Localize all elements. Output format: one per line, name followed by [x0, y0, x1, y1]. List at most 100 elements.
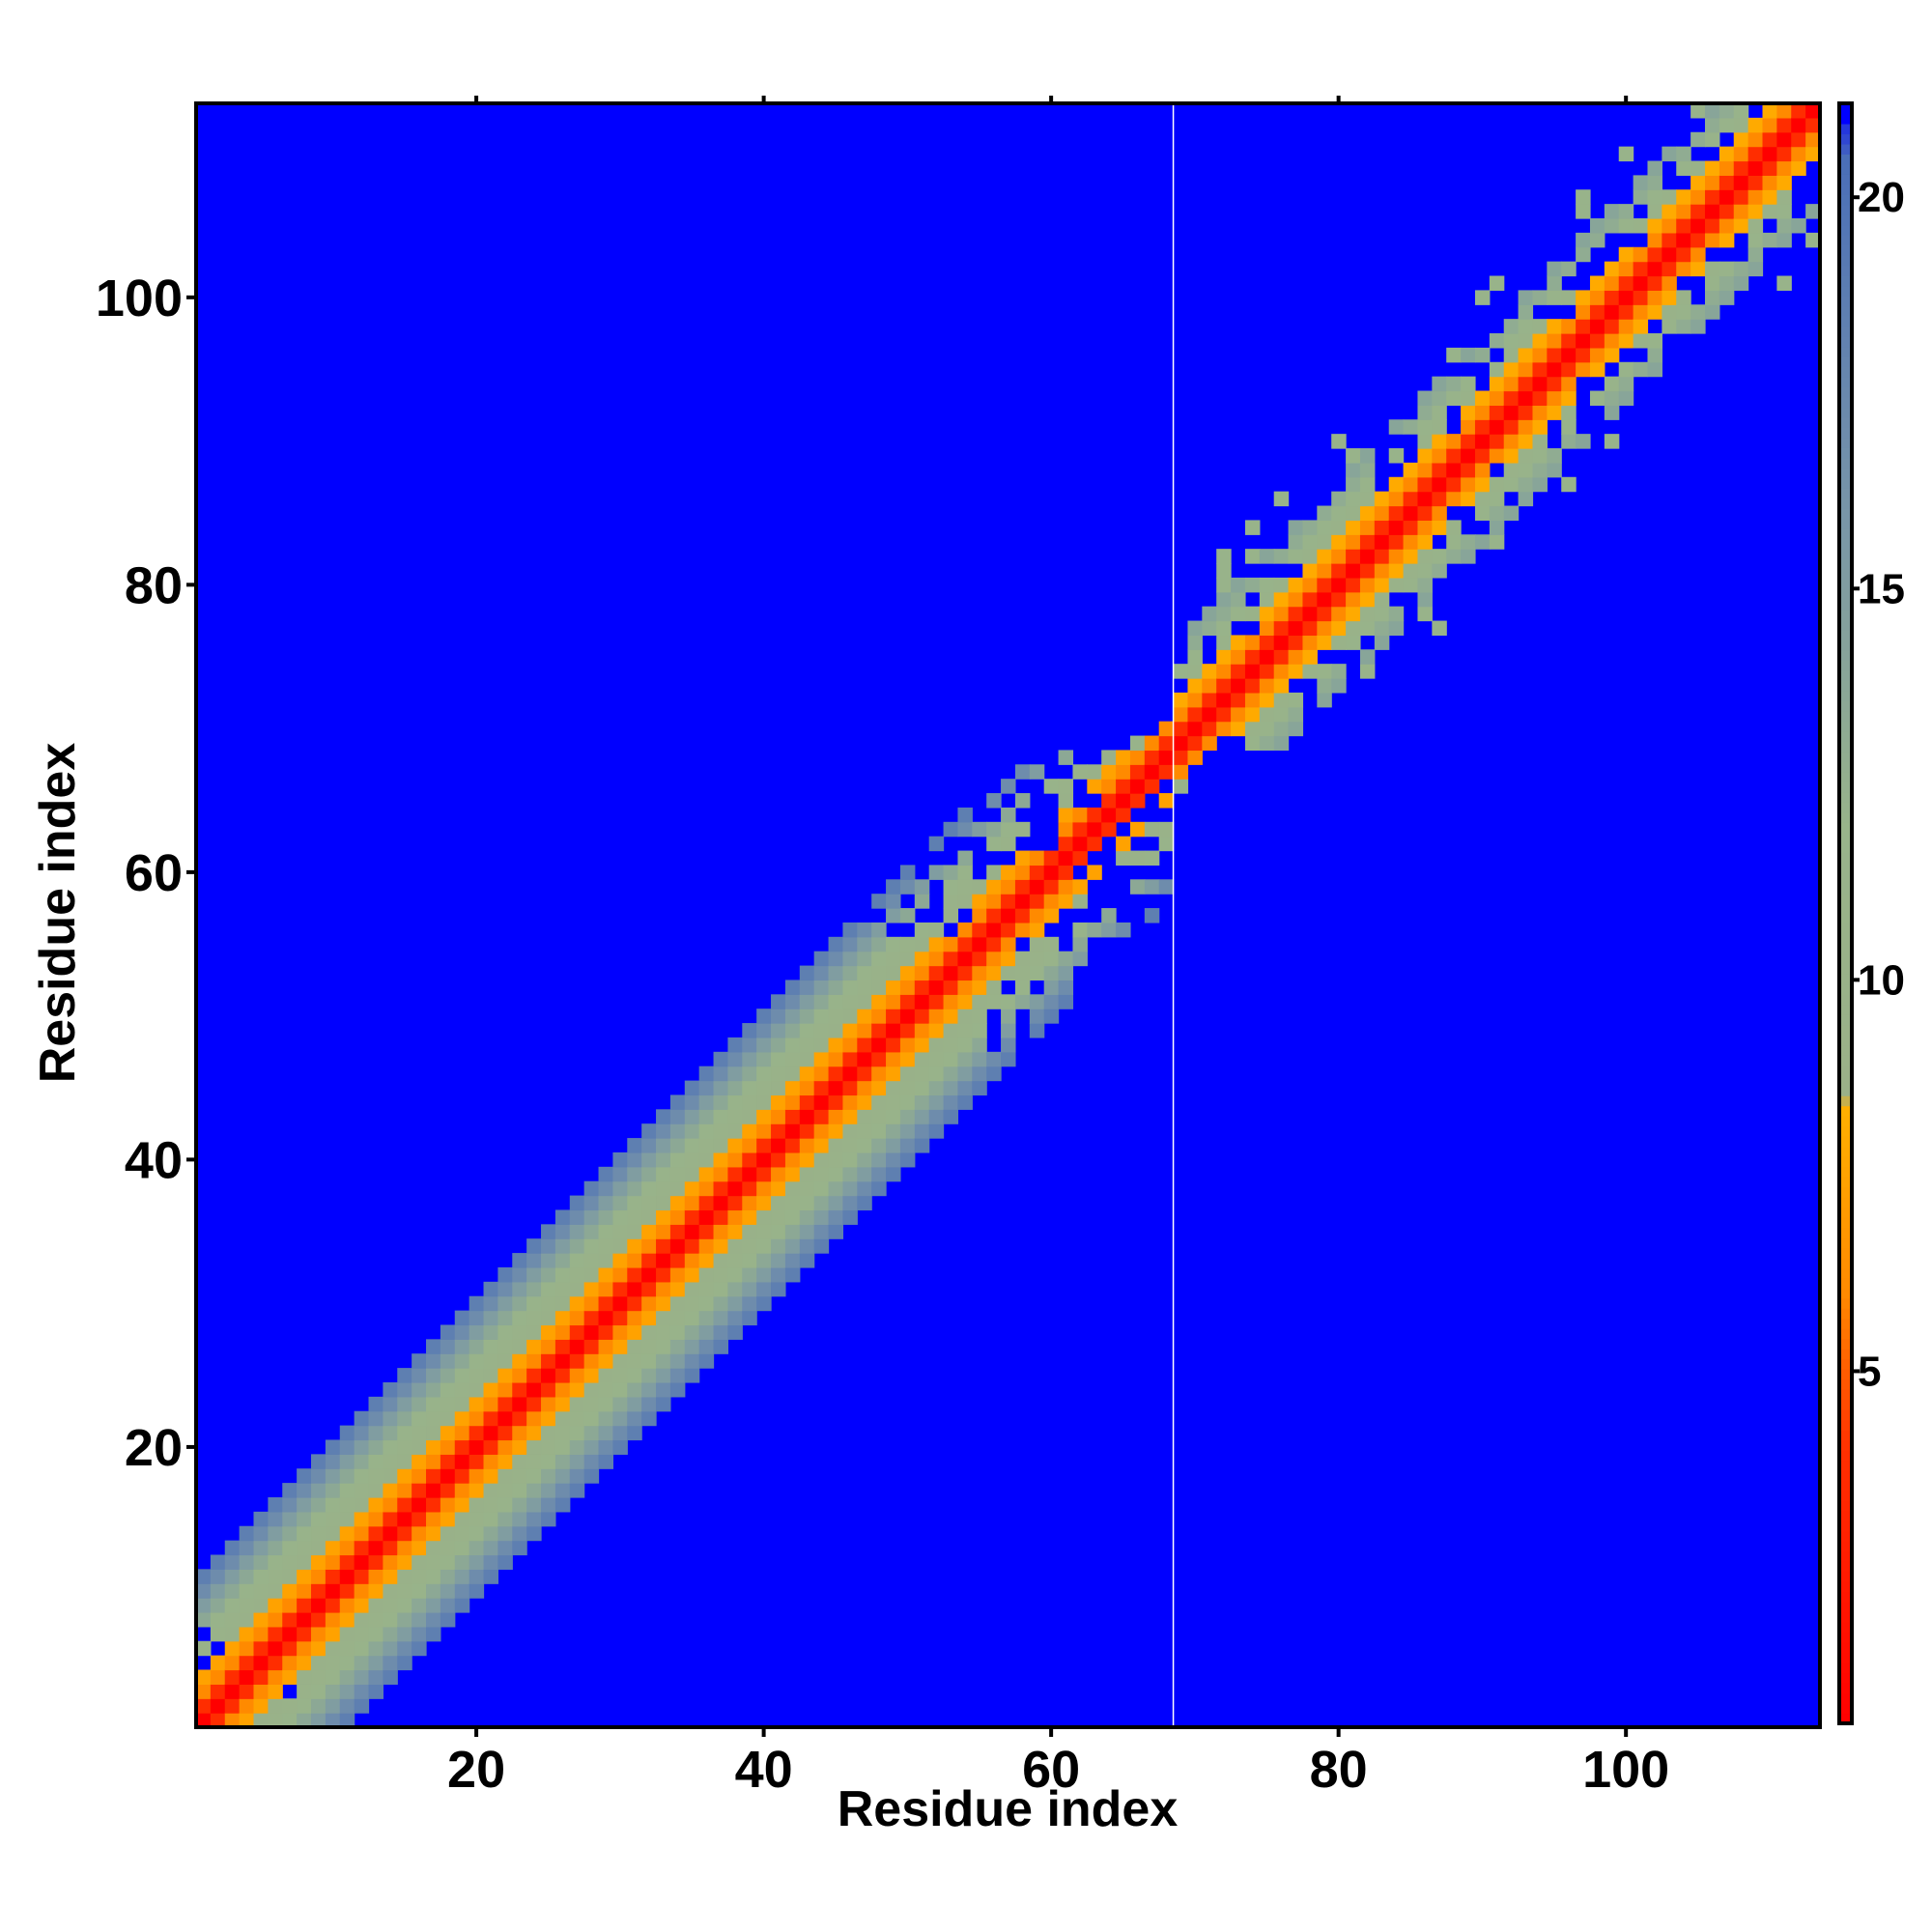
heatmap-cell [1129, 764, 1146, 780]
heatmap-cell [383, 1410, 398, 1427]
heatmap-cell [1144, 779, 1160, 794]
heatmap-cell [1532, 361, 1548, 378]
heatmap-cell [1446, 390, 1462, 406]
colorbar-segment [1839, 497, 1852, 509]
heatmap-cell [1231, 678, 1246, 694]
colorbar-segment [1839, 1561, 1852, 1573]
heatmap-cell [1461, 491, 1476, 507]
heatmap-cell [569, 1310, 585, 1326]
heatmap-cell [368, 1496, 384, 1513]
heatmap-cell [1216, 706, 1232, 723]
heatmap-cell [311, 1669, 327, 1685]
heatmap-cell [698, 1339, 715, 1354]
heatmap-cell [1776, 275, 1792, 291]
colorbar-segment [1839, 204, 1852, 215]
heatmap-cell [1331, 591, 1347, 608]
heatmap-cell [684, 1295, 700, 1312]
heatmap-cell [1244, 721, 1261, 737]
heatmap-cell [1503, 462, 1520, 478]
heatmap-cell [871, 994, 887, 1009]
heatmap-cell [1087, 922, 1102, 938]
heatmap-cell [569, 1281, 585, 1297]
heatmap-cell [957, 994, 973, 1009]
heatmap-cell [1043, 879, 1060, 895]
heatmap-cell [311, 1611, 327, 1628]
heatmap-cell [1489, 520, 1505, 535]
heatmap-cell [440, 1368, 456, 1383]
heatmap-cell [196, 1640, 212, 1657]
heatmap-cell [1805, 232, 1821, 248]
heatmap-cell [224, 1640, 241, 1657]
heatmap-cell [771, 1166, 786, 1182]
heatmap-cell [368, 1525, 384, 1542]
colorbar-segment [1839, 214, 1852, 226]
heatmap-cell [1288, 664, 1304, 679]
heatmap-cell [1001, 1037, 1016, 1053]
colorbar-segment [1839, 235, 1852, 246]
heatmap-cell [526, 1238, 542, 1254]
colorbar-segment [1839, 983, 1852, 995]
heatmap-cell [311, 1511, 327, 1527]
heatmap-cell [426, 1339, 441, 1354]
heatmap-cell [412, 1439, 427, 1455]
heatmap-cell [1489, 390, 1505, 406]
heatmap-cell [1029, 894, 1045, 909]
heatmap-cell [1403, 520, 1419, 535]
heatmap-cell [339, 1511, 355, 1527]
heatmap-cell [526, 1410, 542, 1427]
colorbar-segment [1839, 457, 1852, 469]
heatmap-cell [1058, 750, 1074, 765]
heatmap-cell [368, 1583, 384, 1599]
heatmap-cell [1014, 821, 1031, 838]
colorbar-segment [1839, 1520, 1852, 1532]
heatmap-cell [756, 1281, 772, 1297]
heatmap-cell [483, 1554, 498, 1570]
heatmap-cell [1043, 908, 1060, 923]
heatmap-cell [857, 1180, 872, 1197]
heatmap-cell [799, 965, 815, 981]
heatmap-cell [1446, 534, 1462, 550]
heatmap-cell [598, 1238, 614, 1254]
heatmap-cell [554, 1353, 571, 1369]
heatmap-cell [598, 1381, 614, 1398]
colorbar-segment [1839, 1004, 1852, 1015]
heatmap-cell [1576, 319, 1591, 334]
colorbar-segment [1839, 143, 1852, 156]
heatmap-cell [1662, 290, 1677, 305]
heatmap-cell [569, 1368, 585, 1383]
y-axis-title: Residue index [30, 743, 86, 1084]
heatmap-cell [440, 1554, 456, 1570]
heatmap-cell [512, 1525, 527, 1542]
heatmap-cell [253, 1640, 269, 1657]
heatmap-cell [713, 1310, 729, 1326]
heatmap-cell [1403, 563, 1419, 579]
heatmap-cell [1187, 678, 1203, 694]
heatmap-cell [354, 1483, 370, 1498]
heatmap-cell [1489, 405, 1505, 420]
heatmap-cell [1317, 534, 1332, 550]
heatmap-cell [440, 1410, 456, 1427]
heatmap-cell [813, 1180, 830, 1197]
heatmap-cell [698, 1324, 715, 1340]
heatmap-cell [669, 1151, 686, 1168]
heatmap-cell [1719, 232, 1735, 248]
heatmap-cell [871, 1080, 887, 1096]
heatmap-cell [598, 1324, 614, 1340]
heatmap-cell [1618, 333, 1634, 349]
heatmap-cell [554, 1224, 571, 1239]
heatmap-cell [354, 1525, 370, 1542]
heatmap-cell [1231, 635, 1246, 650]
heatmap-cell [541, 1224, 556, 1239]
heatmap-cell [268, 1669, 283, 1685]
heatmap-cell [1719, 189, 1735, 205]
heatmap-cell [857, 1080, 872, 1096]
heatmap-cell [469, 1468, 485, 1484]
heatmap-cell [1273, 491, 1290, 507]
heatmap-cell [899, 879, 916, 895]
heatmap-cell [1733, 175, 1749, 190]
heatmap-cell [1231, 721, 1246, 737]
heatmap-cell [957, 850, 973, 867]
heatmap-cell [886, 1009, 901, 1024]
heatmap-cell [1719, 175, 1735, 190]
heatmap-cell [1331, 620, 1347, 637]
